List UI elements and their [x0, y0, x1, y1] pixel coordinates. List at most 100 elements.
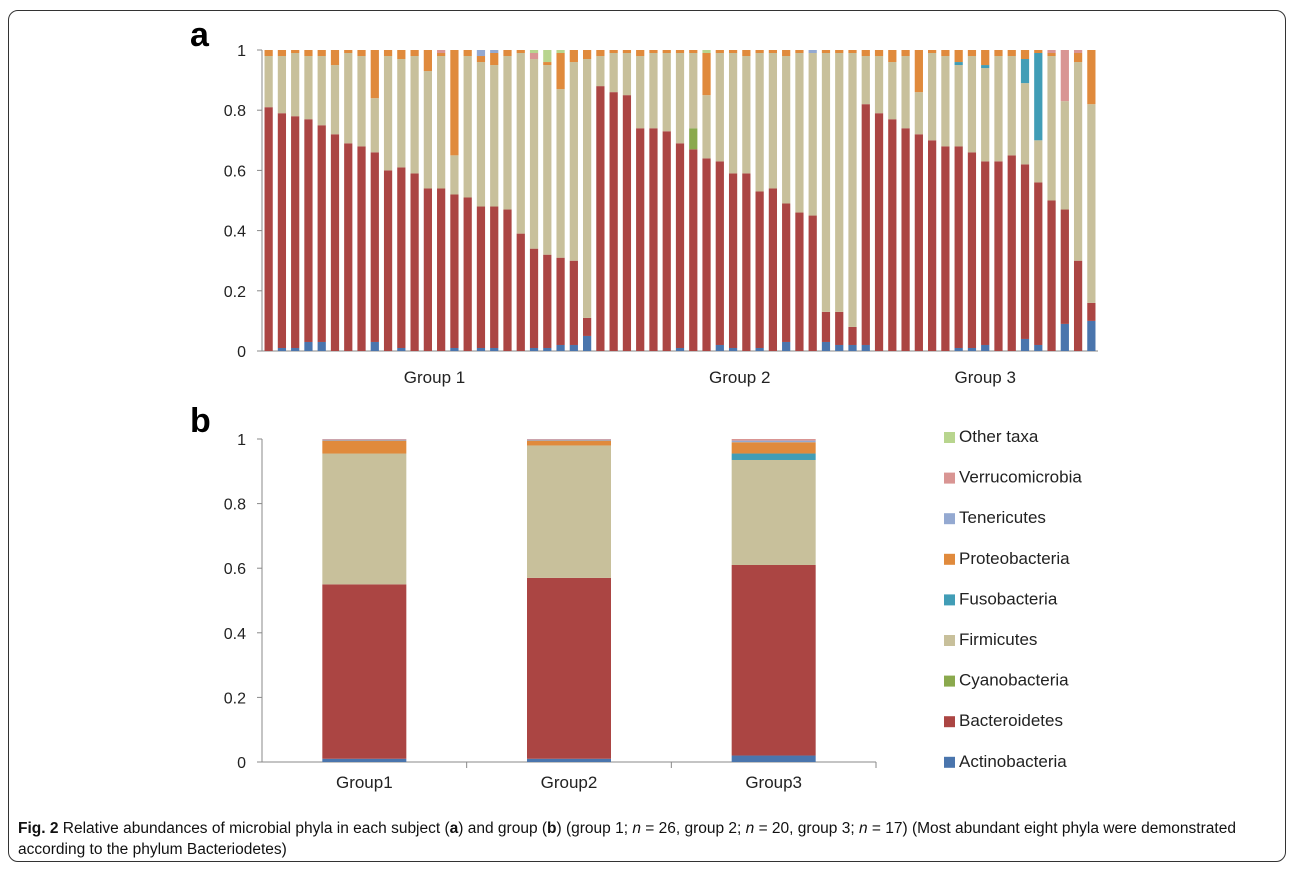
b-bar-segment-bacteroidetes	[527, 577, 611, 759]
a-bar-segment-bacteroidetes	[490, 206, 499, 348]
a-bar-segment-verrucomicrobia	[1060, 50, 1069, 102]
a-bar-segment-actinobacteria	[583, 335, 592, 351]
a-bar-segment-firmicutes	[410, 56, 419, 174]
a-bar-segment-bacteroidetes	[450, 194, 459, 348]
a-bar-segment-firmicutes	[728, 53, 738, 174]
a-bar-segment-actinobacteria	[1060, 323, 1069, 351]
a-bar-segment-proteobacteria	[450, 50, 459, 156]
a-bar-segment-bacteroidetes	[967, 152, 977, 348]
a-bar-segment-bacteroidetes	[795, 212, 804, 351]
a-bar-segment-fusobacteria	[1020, 59, 1030, 84]
a-bar-segment-proteobacteria	[503, 50, 512, 57]
b-y-tick-label: 0.6	[224, 561, 246, 578]
a-bar-segment-firmicutes	[583, 59, 592, 318]
a-bar-segment-firmicutes	[914, 92, 923, 135]
a-bar-segment-firmicutes	[874, 56, 884, 114]
legend-swatch-other-taxa	[944, 432, 955, 443]
a-bar-segment-firmicutes	[835, 53, 844, 312]
a-bar-segment-proteobacteria	[622, 50, 632, 54]
a-group-label: Group 1	[404, 368, 465, 387]
b-bar-segment-tenericutes	[322, 439, 407, 441]
a-bar-segment-bacteroidetes	[636, 128, 645, 351]
a-bar-segment-proteobacteria	[689, 50, 698, 54]
caption-n: n	[858, 820, 868, 837]
a-bar-segment-proteobacteria	[330, 50, 340, 66]
a-bar-segment-firmicutes	[636, 56, 645, 129]
b-bar-segment-verrucomicrobia	[322, 439, 407, 440]
a-bar-segment-bacteroidetes	[981, 161, 990, 345]
a-bar-segment-bacteroidetes	[755, 191, 764, 348]
a-bar-segment-proteobacteria	[410, 50, 419, 57]
a-bar-segment-firmicutes	[808, 53, 817, 216]
a-bar-segment-bacteroidetes	[675, 143, 685, 348]
a-bar-segment-bacteroidetes	[689, 149, 698, 351]
a-bar-segment-bacteroidetes	[954, 146, 963, 348]
a-bar-segment-bacteroidetes	[330, 134, 340, 351]
a-bar-segment-proteobacteria	[277, 50, 287, 57]
a-bar-segment-actinobacteria	[755, 347, 764, 351]
a-bar-segment-firmicutes	[450, 155, 459, 195]
panel-b-stacked-bars: 0 0.2 0.4 0.6 0.8 1 Group1 Group2 Group3	[224, 432, 877, 792]
a-bar-segment-proteobacteria	[874, 50, 884, 57]
a-y-tick-label: 0.8	[224, 103, 246, 120]
a-bar-segment-verrucomicrobia	[529, 53, 539, 60]
a-bar-segment-fusobacteria	[981, 65, 990, 69]
caption-n: n	[632, 820, 641, 837]
a-bar-segment-actinobacteria	[317, 341, 326, 351]
a-bar-segment-bacteroidetes	[994, 161, 1003, 351]
b-bar-segment-proteobacteria	[322, 440, 407, 454]
a-bar-segment-firmicutes	[888, 62, 897, 120]
a-bar-segment-bacteroidetes	[742, 173, 751, 351]
a-bar-segment-bacteroidetes	[609, 92, 618, 351]
a-bar-segment-firmicutes	[304, 56, 313, 120]
b-bar-segment-firmicutes	[322, 453, 407, 585]
a-bar-segment-bacteroidetes	[1060, 209, 1069, 324]
a-bar-segment-firmicutes	[264, 56, 273, 108]
a-bar-segment-bacteroidetes	[463, 197, 472, 351]
a-bar-segment-bacteroidetes	[383, 170, 393, 351]
a-bar-segment-actinobacteria	[397, 347, 406, 351]
legend-swatch-cyanobacteria	[944, 675, 955, 687]
a-bar-segment-fusobacteria	[954, 62, 963, 66]
b-bar-segment-verrucomicrobia	[527, 439, 611, 440]
a-bar-segment-actinobacteria	[1020, 338, 1030, 351]
a-bar-segment-proteobacteria	[1047, 53, 1056, 57]
panel-b-legend: Other taxa Verrucomicrobia Tenericutes Prot…	[944, 427, 1082, 771]
a-bar-segment-bacteroidetes	[861, 104, 870, 345]
a-bar-segment-proteobacteria	[304, 50, 313, 57]
a-bar-segment-firmicutes	[689, 53, 698, 129]
a-bar-segment-proteobacteria	[291, 50, 300, 54]
a-bar-segment-proteobacteria	[476, 56, 486, 63]
a-bar-segment-proteobacteria	[1007, 50, 1016, 57]
a-bar-segment-actinobacteria	[370, 341, 379, 351]
a-bar-segment-proteobacteria	[821, 50, 831, 54]
a-bar-segment-actinobacteria	[277, 347, 287, 351]
a-bar-segment-firmicutes	[715, 53, 724, 162]
a-bar-segment-firmicutes	[1020, 83, 1030, 165]
b-bar-segment-tenericutes	[731, 440, 816, 443]
a-bar-segment-other-taxa	[543, 50, 552, 63]
a-bar-segment-bacteroidetes	[622, 95, 632, 352]
legend-label-firmicutes: Firmicutes	[959, 630, 1037, 649]
a-bar-segment-firmicutes	[941, 56, 950, 147]
a-bar-segment-bacteroidetes	[914, 134, 923, 351]
caption-ref-b: b	[547, 820, 557, 837]
a-y-tick-label: 0.2	[224, 284, 246, 301]
a-bar-segment-firmicutes	[490, 65, 499, 207]
b-y-tick-label: 0	[237, 755, 246, 772]
a-bar-segment-bacteroidetes	[662, 131, 671, 351]
a-bar-segment-proteobacteria	[636, 50, 645, 57]
a-bar-segment-proteobacteria	[675, 50, 685, 54]
a-bar-segment-bacteroidetes	[1007, 155, 1016, 351]
a-bar-segment-firmicutes	[622, 53, 632, 96]
a-bar-segment-proteobacteria	[437, 53, 446, 57]
a-bar-segment-actinobacteria	[556, 344, 565, 351]
a-bar-segment-bacteroidetes	[437, 188, 446, 351]
b-y-tick-label: 0.2	[224, 690, 246, 707]
a-bar-segment-firmicutes	[344, 53, 353, 144]
a-bar-segment-other-taxa	[556, 50, 565, 54]
a-y-tick-label: 0.4	[224, 224, 246, 241]
a-bar-segment-actinobacteria	[1034, 344, 1043, 351]
a-bar-segment-firmicutes	[357, 56, 366, 147]
